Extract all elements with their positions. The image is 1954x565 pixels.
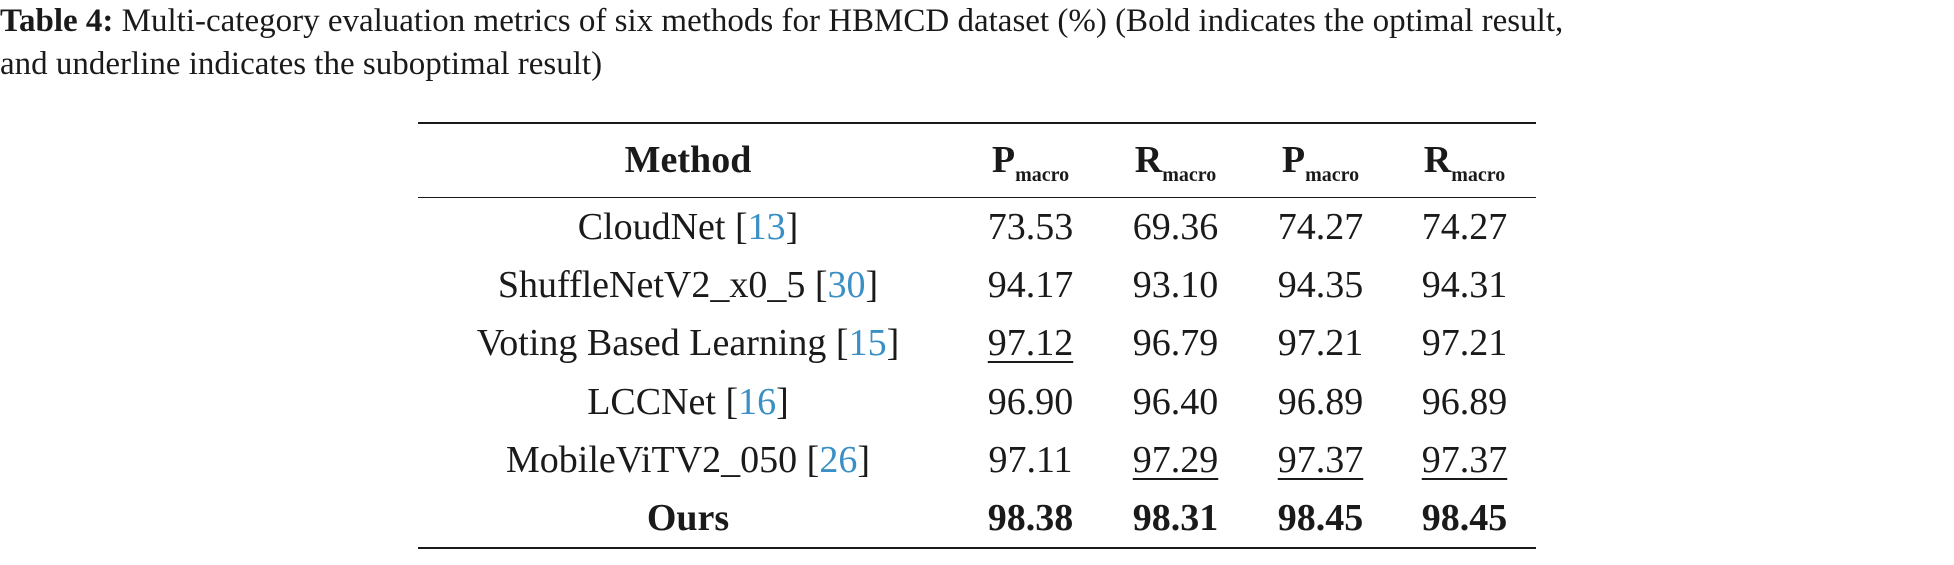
method-name: CloudNet [ [577, 205, 748, 248]
header-col-4-sub: macro [1451, 164, 1506, 187]
method-cell: Voting Based Learning [15] [418, 314, 958, 373]
method-bracket: ] [785, 205, 799, 248]
value-cell: 97.21 [1421, 322, 1508, 365]
value-cell: 96.89 [1421, 380, 1508, 423]
value-cell: 97.29 [1103, 431, 1248, 490]
table-row: MobileViTV2_050 [26] 97.11 97.29 97.37 9… [418, 431, 1536, 490]
table-row: LCCNet [16] 96.90 96.40 96.89 96.89 [418, 373, 1536, 432]
method-name: ShuffleNetV2_x0_5 [ [497, 263, 828, 306]
caption-line-1: Table 4: Multi-category evaluation metri… [0, 0, 1954, 43]
value-cell: 69.36 [1132, 205, 1219, 248]
method-name: MobileViTV2_050 [ [506, 439, 820, 482]
table-row: ShuffleNetV2_x0_5 [30] 94.17 93.10 94.35… [418, 256, 1536, 315]
value-cell: 97.21 [1277, 322, 1364, 365]
header-col-3: Pmacro [1248, 122, 1393, 198]
header-col-1-sub: macro [1015, 164, 1070, 187]
value-cell: 96.40 [1132, 380, 1219, 423]
best-value-cell: 98.45 [1248, 489, 1393, 549]
method-bracket: ] [776, 380, 789, 423]
header-col-2-main: R [1134, 139, 1163, 182]
value-cell: 94.31 [1421, 263, 1508, 306]
caption-text-1: Multi-category evaluation metrics of six… [113, 3, 1564, 39]
header-col-4-main: R [1423, 139, 1452, 182]
header-col-2-sub: macro [1162, 164, 1217, 187]
citation-link[interactable]: 13 [747, 205, 786, 248]
value-cell: 93.10 [1132, 263, 1219, 306]
method-name: Voting Based Learning [ [476, 322, 849, 365]
method-cell: MobileViTV2_050 [26] [418, 431, 958, 490]
value-cell: 74.27 [1277, 205, 1364, 248]
method-cell: CloudNet [13] [418, 197, 958, 256]
citation-link[interactable]: 15 [848, 322, 887, 365]
method-bracket: ] [857, 439, 870, 482]
header-col-3-sub: macro [1305, 164, 1360, 187]
header-col-4: Rmacro [1393, 122, 1536, 198]
method-bracket: ] [886, 322, 900, 365]
value-cell: 96.79 [1132, 322, 1219, 365]
suboptimal-value: 97.37 [1277, 439, 1364, 482]
suboptimal-value: 97.29 [1132, 439, 1219, 482]
method-cell: ShuffleNetV2_x0_5 [30] [418, 256, 958, 315]
header-col-2: Rmacro [1103, 122, 1248, 198]
suboptimal-value: 97.12 [987, 322, 1074, 365]
value-cell: 96.90 [987, 380, 1074, 423]
caption-label: Table 4: [0, 3, 114, 39]
table-row: Voting Based Learning [15] 97.12 96.79 9… [418, 314, 1536, 373]
best-value-cell: 98.31 [1103, 489, 1248, 549]
value-cell: 94.17 [987, 263, 1074, 306]
best-value-cell: 98.38 [958, 489, 1103, 549]
value-cell: 74.27 [1421, 205, 1508, 248]
header-col-1-main: P [991, 139, 1016, 182]
header-row: Method Pmacro Rmacro Pmacro Rmacro [418, 122, 1536, 198]
citation-link[interactable]: 30 [827, 263, 866, 306]
header-method: Method [418, 122, 958, 198]
value-cell: 73.53 [987, 205, 1074, 248]
value-cell: 97.37 [1393, 431, 1536, 490]
best-value-cell: 98.45 [1393, 489, 1536, 549]
method-name: Ours [646, 497, 730, 540]
value-cell: 97.11 [988, 439, 1073, 482]
value-cell: 97.12 [958, 314, 1103, 373]
method-name: LCCNet [ [587, 380, 739, 423]
results-table-wrapper: Method Pmacro Rmacro Pmacro Rmacro Cloud… [418, 122, 1536, 549]
table-row-best: Ours 98.38 98.31 98.45 98.45 [418, 489, 1536, 549]
method-bracket: ] [865, 263, 879, 306]
header-method-label: Method [624, 139, 752, 182]
citation-link[interactable]: 16 [738, 380, 777, 423]
method-cell: Ours [418, 489, 958, 549]
value-cell: 94.35 [1277, 263, 1364, 306]
caption-line-2: and underline indicates the suboptimal r… [0, 46, 603, 82]
method-cell: LCCNet [16] [418, 373, 958, 432]
value-cell: 97.37 [1248, 431, 1393, 490]
results-table: Method Pmacro Rmacro Pmacro Rmacro Cloud… [418, 122, 1536, 549]
table-row: CloudNet [13] 73.53 69.36 74.27 74.27 [418, 197, 1536, 256]
value-cell: 96.89 [1277, 380, 1364, 423]
header-col-1: Pmacro [958, 122, 1103, 198]
citation-link[interactable]: 26 [819, 439, 858, 482]
suboptimal-value: 97.37 [1421, 439, 1508, 482]
table-caption: Table 4: Multi-category evaluation metri… [0, 0, 1954, 86]
header-col-3-main: P [1281, 139, 1306, 182]
